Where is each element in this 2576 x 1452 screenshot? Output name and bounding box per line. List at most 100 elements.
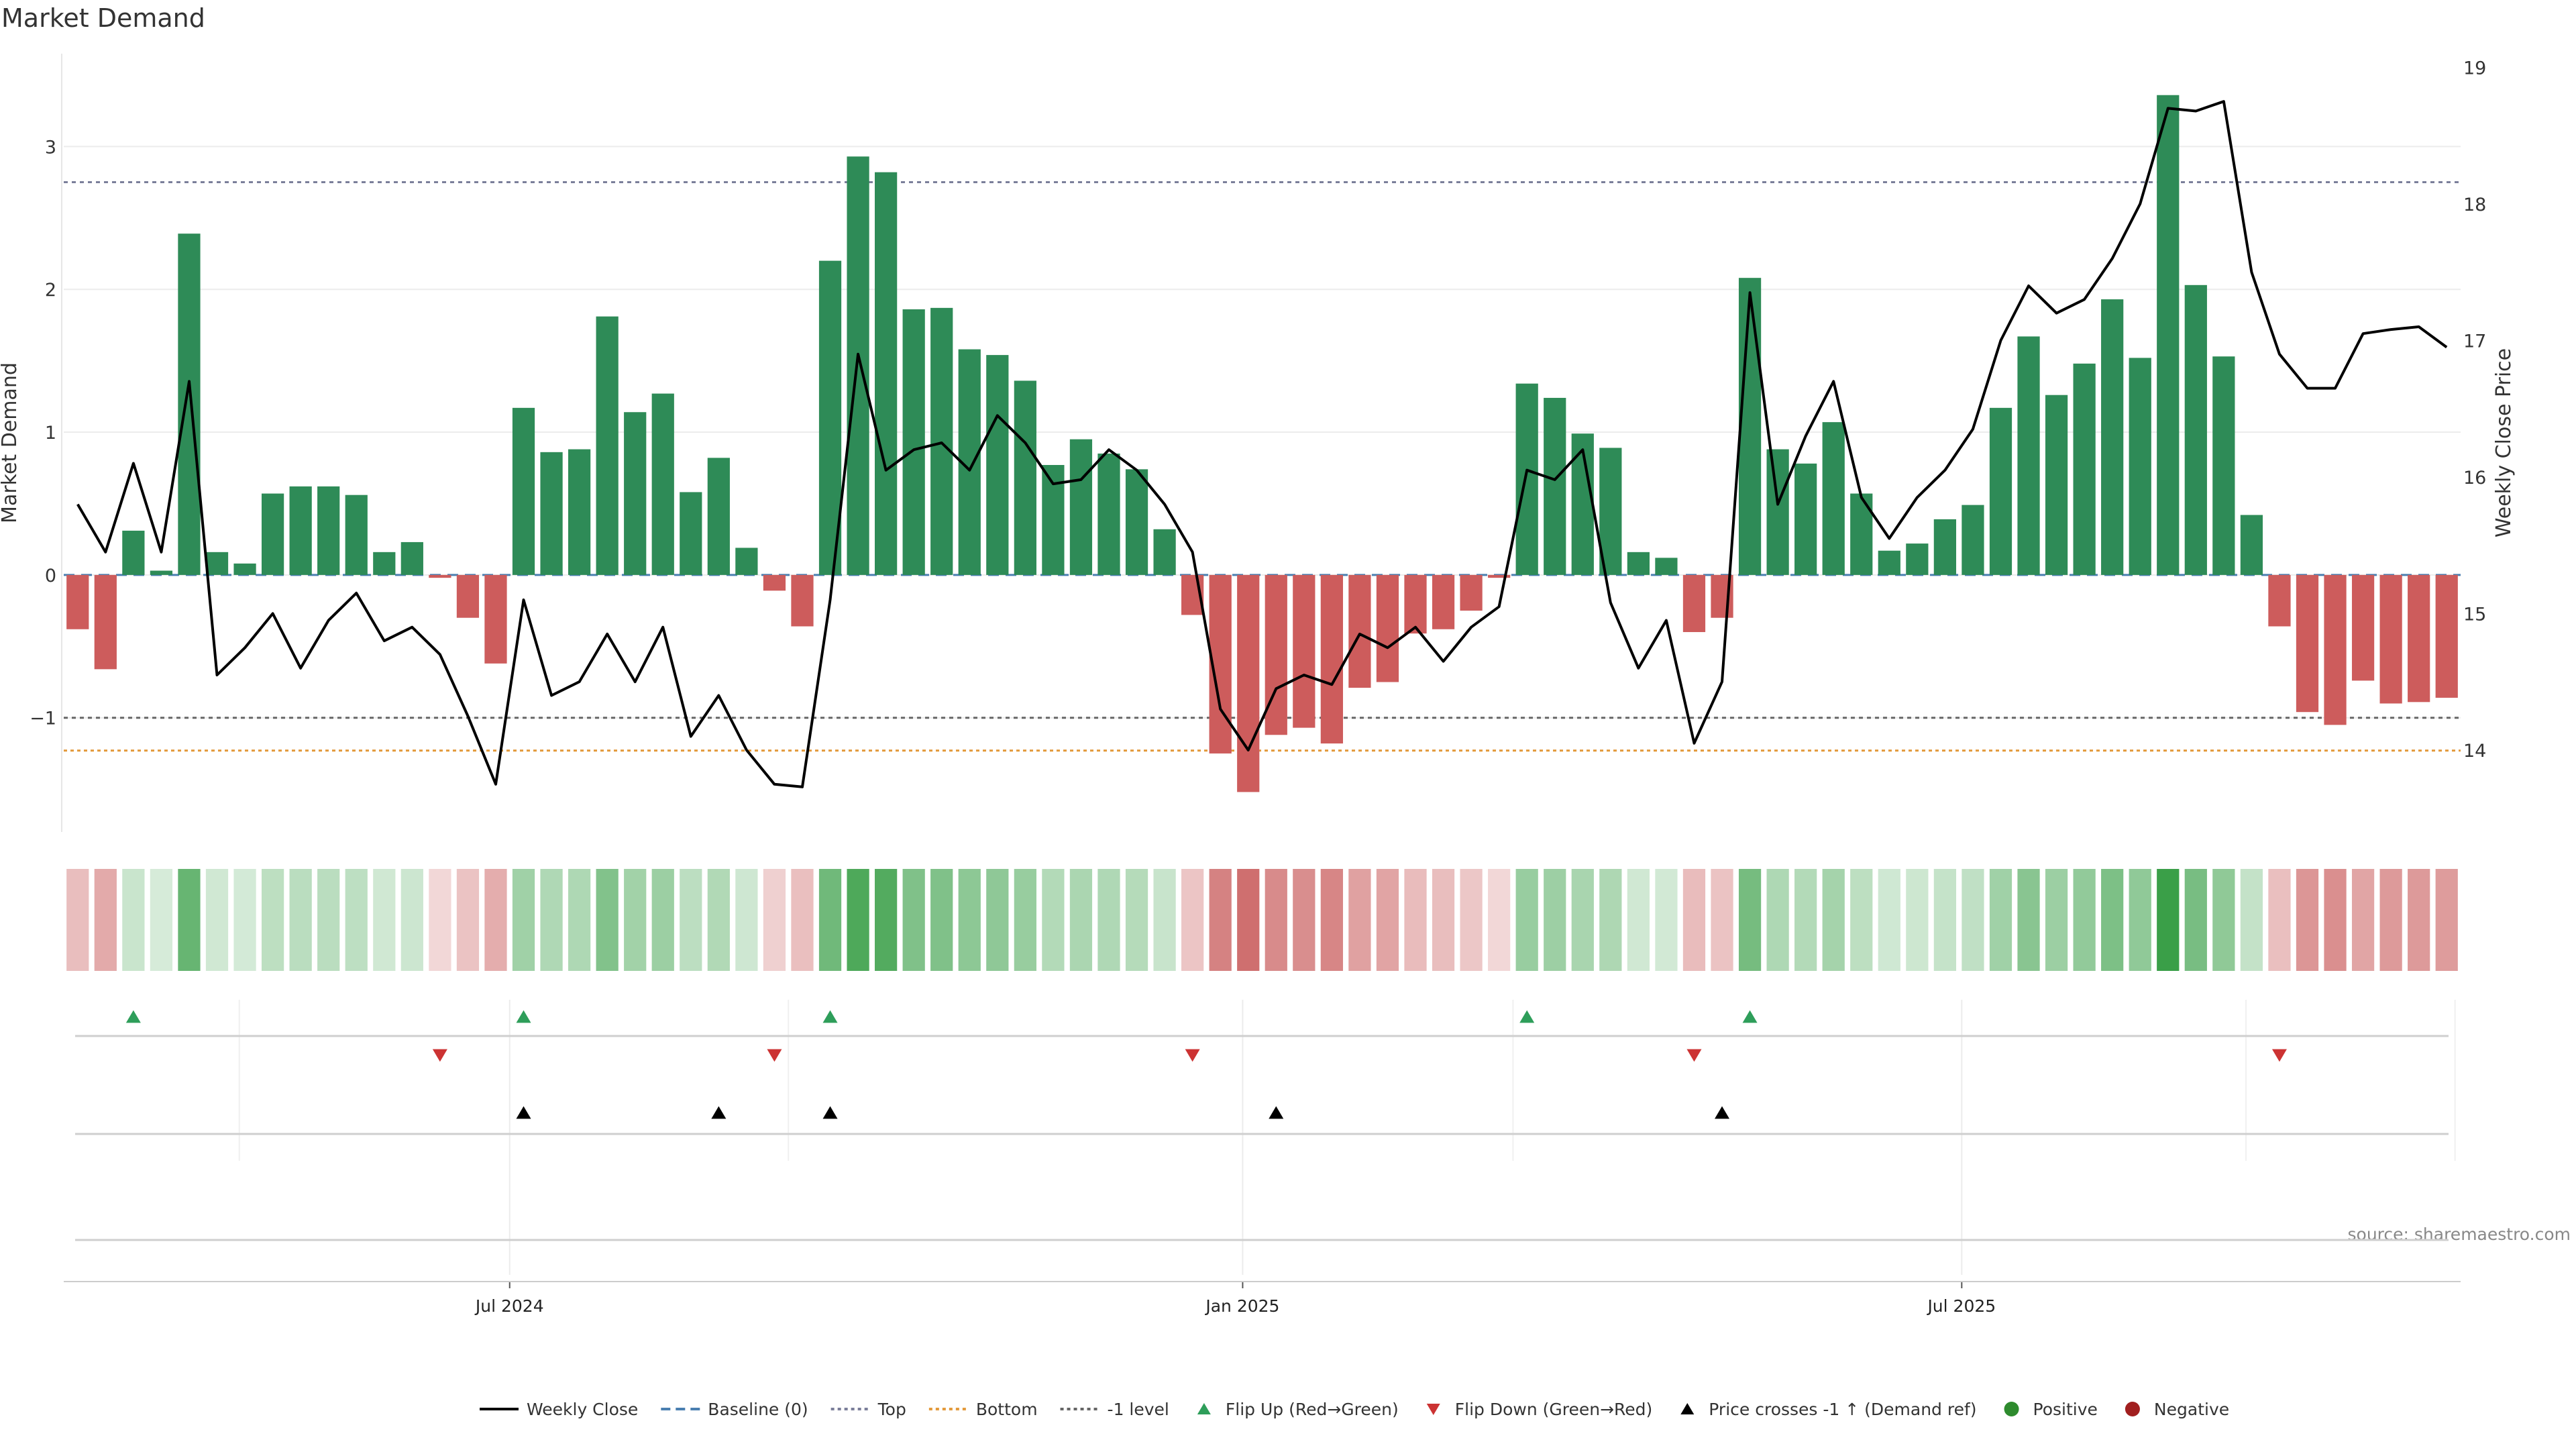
legend-swatch-triangle-up [1197,1403,1211,1414]
x-tick-label: Jul 2024 [474,1296,544,1316]
legend-item: Weekly Close [480,1400,638,1419]
demand-bar [373,552,396,575]
demand-bar [624,412,647,575]
price-cross-marker [516,1106,531,1119]
demand-bar [1989,407,2012,575]
heatmap-cell [2268,869,2291,971]
heatmap-cell [1906,869,1929,971]
heatmap-cell [875,869,898,971]
demand-bar [1460,574,1483,611]
demand-bar [1432,574,1455,629]
demand-bar [484,574,507,664]
legend-item: Flip Up (Red→Green) [1197,1400,1399,1419]
heatmap-cell [1348,869,1371,971]
heatmap-cell [1878,869,1900,971]
heatmap-cell [2045,869,2068,971]
heatmap-cell [1153,869,1176,971]
demand-bar [1599,448,1622,575]
heatmap-cell [1962,869,1984,971]
heatmap-cell [2184,869,2207,971]
event-marker-tracks [75,1010,2449,1241]
heatmap-cell [400,869,423,971]
heatmap-cell [818,869,842,971]
demand-bar [2435,574,2458,698]
flip-down-marker [767,1049,782,1062]
heatmap-cell [317,869,340,971]
demand-bar [2157,95,2180,575]
heatmap-cell [94,869,117,971]
legend-label: Positive [2033,1400,2098,1419]
demand-bar [2324,574,2347,725]
price-cross-marker [1715,1106,1730,1119]
heatmap-cell [986,869,1009,971]
demand-bar [512,407,535,575]
legend-swatch-triangle-up [1680,1403,1695,1414]
flip-up-marker [1742,1010,1758,1023]
demand-bar [317,486,340,575]
heatmap-cell [735,869,758,971]
legend-label: Flip Down (Green→Red) [1455,1400,1653,1419]
legend-label: -1 level [1108,1400,1169,1419]
flip-down-marker [1185,1049,1200,1062]
demand-bar [680,492,702,575]
demand-bar [1850,493,1873,575]
heatmap-cell [763,869,786,971]
demand-bar [596,316,619,575]
heatmap-cell [1293,869,1316,971]
heatmap-cell [2129,869,2151,971]
demand-bar [2101,299,2124,575]
demand-bar [1293,574,1316,728]
weekly-close-line [76,100,2448,788]
heatmap-cell [1738,869,1762,971]
demand-heatmap-strip [66,869,2458,971]
flip-down-marker [432,1049,447,1062]
demand-bar [1125,469,1148,575]
demand-bar [1627,552,1650,575]
demand-bar [1655,558,1678,575]
heatmap-cell [651,869,674,971]
demand-bar [233,563,256,575]
y-tick-label-right: 15 [2463,604,2486,625]
heatmap-cell [1237,869,1260,971]
y-tick-label-right: 17 [2463,331,2486,352]
demand-bar [707,458,730,575]
heatmap-cell [1766,869,1789,971]
heatmap-cell [456,869,480,971]
heatmap-cell [1850,869,1873,971]
demand-bar [1265,574,1287,735]
demand-bar [345,495,368,575]
demand-bar [66,574,89,629]
heatmap-cell [1014,869,1036,971]
heatmap-cell [596,869,619,971]
heatmap-cell [1488,869,1511,971]
demand-bar [1376,574,1399,682]
heatmap-cell [1181,869,1204,971]
heatmap-cell [1515,869,1538,971]
y-tick-label-left: 0 [45,566,56,586]
demand-bar [2073,363,2096,575]
heatmap-cell [429,869,451,971]
heatmap-cell [1265,869,1287,971]
flip-down-marker [2271,1049,2287,1062]
heatmap-cell [2017,869,2040,971]
demand-bar [178,234,201,575]
demand-bar [1404,574,1427,634]
demand-bar [2351,574,2375,681]
demand-bar [651,393,674,575]
legend-label: Weekly Close [527,1400,638,1419]
price-cross-marker [1269,1106,1284,1119]
flip-up-marker [822,1010,838,1023]
heatmap-cell [624,869,647,971]
legend-item: Negative [2125,1400,2229,1419]
heatmap-cell [1711,869,1733,971]
legend-label: Negative [2154,1400,2229,1419]
x-tick-label: Jan 2025 [1204,1296,1279,1316]
source-credit: source: sharemaestro.com [2348,1225,2571,1244]
demand-bar [1738,278,1762,575]
heatmap-cell [289,869,312,971]
demand-bar [2268,574,2291,627]
heatmap-cell [1097,869,1120,971]
demand-bar [2240,515,2263,575]
demand-bar [1906,543,1929,575]
